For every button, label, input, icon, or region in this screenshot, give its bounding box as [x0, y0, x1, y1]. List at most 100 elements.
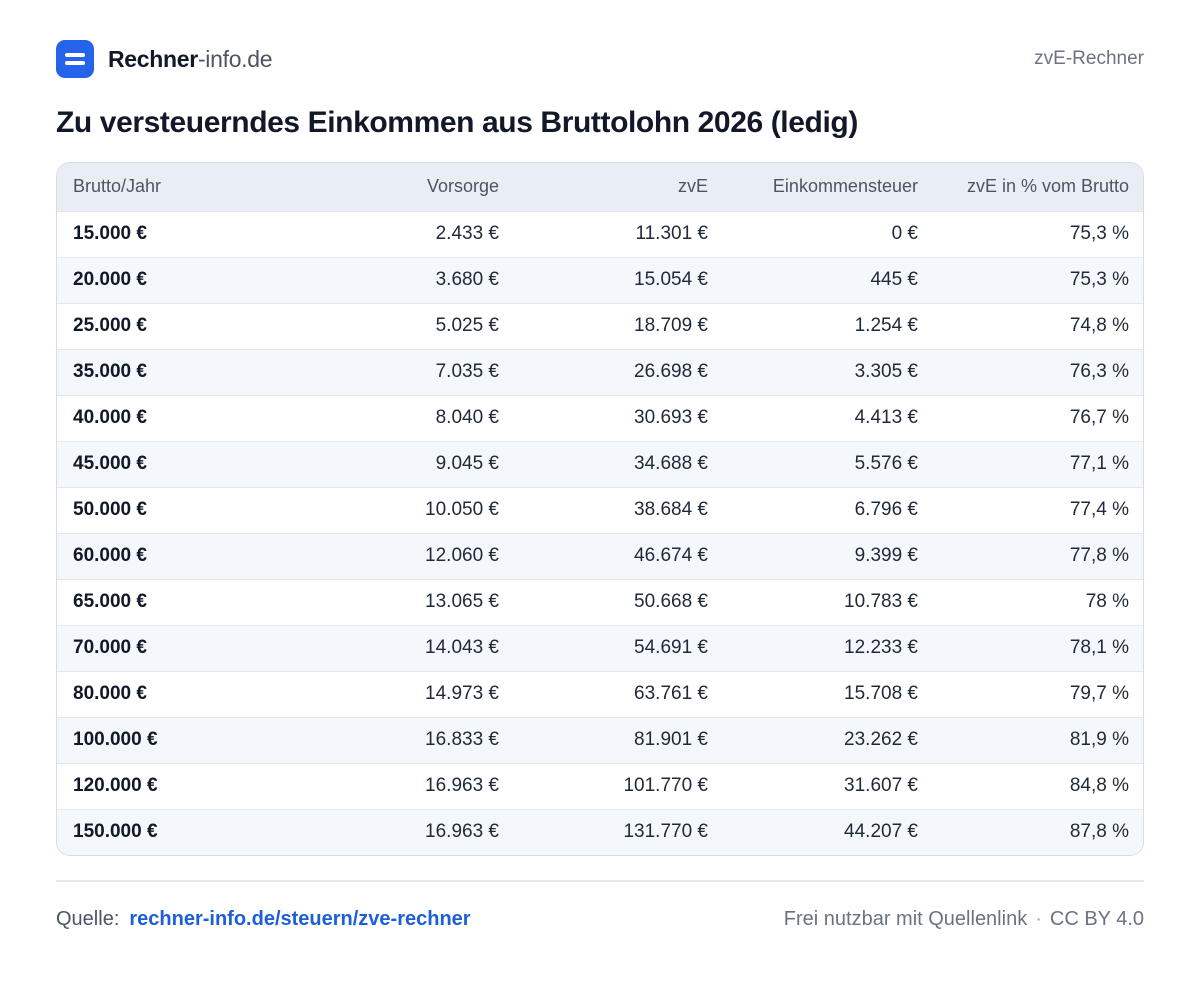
table-cell: 44.207 € [844, 821, 918, 843]
calculator-label: zvE-Rechner [1034, 48, 1144, 69]
table-cell: 40.000 € [73, 407, 147, 428]
column-header: Einkommensteuer [772, 176, 918, 197]
table-cell: 13.065 € [425, 591, 499, 612]
table-header-row: Brutto/Jahr Vorsorge zvE Einkommensteuer zvE… [57, 163, 1143, 211]
table-row: 65.000 € 13.065 € 50.668 € 10.783 € 78 % [57, 579, 1143, 625]
income-table: Brutto/Jahr Vorsorge zvE Einkommensteuer zvE… [57, 163, 1143, 855]
table-cell: 77,1 % [1069, 453, 1129, 474]
table-cell: 35.000 € [73, 361, 147, 382]
table-cell: 4.413 € [854, 407, 918, 428]
table-row: 45.000 € 9.045 € 34.688 € 5.576 € 77,1 % [57, 441, 1143, 487]
table-cell: 14.043 € [425, 637, 499, 658]
source-label: Quelle: [56, 907, 120, 930]
table-cell: 7.035 € [435, 361, 499, 382]
table-cell: 81,9 % [1069, 729, 1129, 750]
table-row: 70.000 € 14.043 € 54.691 € 12.233 € 78,1 % [57, 625, 1143, 671]
table-cell: 16.963 € [425, 775, 499, 796]
table-cell: 5.025 € [435, 315, 499, 336]
table-cell: 101.770 € [623, 775, 708, 796]
table-cell: 10.783 € [844, 591, 918, 612]
table-cell: 87,8 % [1069, 821, 1129, 843]
brand-name-strong: Rechner [108, 45, 198, 72]
brand-name: Rechner-info.de [108, 45, 273, 73]
table-cell: 76,3 % [1069, 361, 1129, 382]
table-cell: 9.045 € [435, 453, 499, 474]
source-link[interactable]: rechner-info.de/steuern/zve-rechner [129, 907, 471, 930]
table-row: 15.000 € 2.433 € 11.301 € 0 € 75,3 % [57, 211, 1143, 257]
table-row: 25.000 € 5.025 € 18.709 € 1.254 € 74,8 % [57, 303, 1143, 349]
table-row: 120.000 € 16.963 € 101.770 € 31.607 € 84,8 % [57, 763, 1143, 809]
table-cell: 15.000 € [73, 223, 147, 244]
table-cell: 15.708 € [844, 683, 918, 704]
table-cell: 8.040 € [435, 407, 499, 428]
table-cell: 12.233 € [844, 637, 918, 658]
table-cell: 445 € [870, 269, 918, 290]
table-cell: 65.000 € [73, 591, 147, 612]
license-text: Frei nutzbar mit Quellenlink [783, 907, 1028, 930]
table-cell: 3.680 € [435, 269, 499, 290]
table-cell: 84,8 % [1069, 775, 1129, 796]
table-cell: 20.000 € [73, 269, 147, 290]
table-cell: 60.000 € [73, 545, 147, 566]
table-row: 40.000 € 8.040 € 30.693 € 4.413 € 76,7 % [57, 395, 1143, 441]
table-cell: 11.301 € [635, 223, 708, 244]
footer: Quelle: rechner-info.de/steuern/zve-rech… [56, 904, 1144, 934]
table-cell: 50.668 € [634, 591, 708, 612]
table-cell: 81.901 € [634, 729, 708, 750]
table-cell: 75,3 % [1069, 269, 1129, 290]
table-cell: 23.262 € [844, 729, 918, 750]
brand-logo-link[interactable]: Rechner-info.de [56, 40, 273, 78]
table-cell: 10.050 € [425, 499, 499, 520]
column-header: Brutto/Jahr [73, 176, 162, 197]
table-cell: 34.688 € [634, 453, 708, 474]
table-cell: 78 % [1085, 591, 1129, 612]
site-header: Rechner-info.de zvE-Rechner [56, 40, 1144, 78]
column-header: Vorsorge [426, 176, 499, 197]
table-cell: 15.054 € [634, 269, 708, 290]
license-name: CC BY 4.0 [1049, 907, 1144, 930]
table-cell: 2.433 € [435, 223, 499, 244]
table-cell: 16.833 € [425, 729, 499, 750]
table-row: 150.000 € 16.963 € 131.770 € 44.207 € 87,8 % [57, 809, 1143, 855]
table-cell: 80.000 € [73, 683, 147, 704]
table-cell: 131.770 € [623, 821, 708, 843]
table-cell: 12.060 € [425, 545, 499, 566]
table-cell: 45.000 € [73, 453, 147, 474]
table-cell: 25.000 € [73, 315, 147, 336]
column-header: zvE [677, 176, 708, 197]
table-cell: 63.761 € [634, 683, 708, 704]
table-cell: 9.399 € [854, 545, 918, 566]
table-cell: 30.693 € [634, 407, 708, 428]
table-cell: 76,7 % [1069, 407, 1129, 428]
footer-divider [56, 880, 1144, 882]
page-title: Zu versteuerndes Einkommen aus Bruttoloh… [56, 106, 858, 139]
table-row: 100.000 € 16.833 € 81.901 € 23.262 € 81,9 % [57, 717, 1143, 763]
column-header: zvE in % vom Brutto [966, 176, 1129, 197]
brand-name-light: -info.de [197, 45, 273, 72]
table-cell: 79,7 % [1069, 683, 1129, 704]
table-row: 20.000 € 3.680 € 15.054 € 445 € 75,3 % [57, 257, 1143, 303]
table-body: 15.000 €2.433 €11.301 €0 €75,3 % 20.000 €… [57, 211, 1143, 855]
table-cell: 77,4 % [1069, 499, 1129, 520]
table-cell: 78,1 % [1069, 637, 1129, 658]
table-cell: 26.698 € [634, 361, 708, 382]
income-table-card: Brutto/Jahr Vorsorge zvE Einkommensteuer zvE… [56, 162, 1144, 856]
table-cell: 70.000 € [73, 637, 147, 658]
table-cell: 6.796 € [854, 499, 918, 520]
table-cell: 100.000 € [73, 729, 158, 750]
table-cell: 18.709 € [634, 315, 708, 336]
table-cell: 120.000 € [73, 775, 158, 796]
table-row: 50.000 € 10.050 € 38.684 € 6.796 € 77,4 % [57, 487, 1143, 533]
table-row: 60.000 € 12.060 € 46.674 € 9.399 € 77,8 % [57, 533, 1143, 579]
logo-icon [56, 40, 94, 78]
table-row: 80.000 € 14.973 € 63.761 € 15.708 € 79,7 % [57, 671, 1143, 717]
table-cell: 16.963 € [425, 821, 499, 843]
table-cell: 75,3 % [1069, 223, 1129, 244]
table-row: 35.000 € 7.035 € 26.698 € 3.305 € 76,3 % [57, 349, 1143, 395]
table-cell: 0 € [891, 223, 918, 244]
table-cell: 38.684 € [634, 499, 708, 520]
table-cell: 1.254 € [854, 315, 918, 336]
table-cell: 5.576 € [854, 453, 918, 474]
table-cell: 150.000 € [73, 821, 158, 843]
table-cell: 54.691 € [634, 637, 708, 658]
